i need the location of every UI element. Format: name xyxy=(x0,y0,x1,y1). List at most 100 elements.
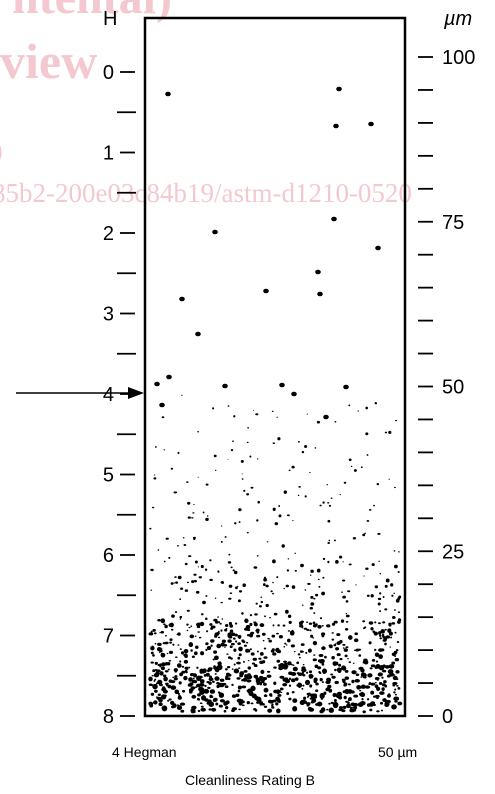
particle xyxy=(256,650,259,653)
particle xyxy=(278,514,282,518)
particle xyxy=(151,506,155,509)
particle xyxy=(158,702,163,707)
particle xyxy=(206,630,209,633)
particle xyxy=(243,489,246,492)
particle xyxy=(287,614,292,618)
particle xyxy=(374,648,377,652)
particle xyxy=(381,669,387,673)
particle xyxy=(359,700,366,706)
particle xyxy=(184,562,188,566)
particle xyxy=(379,634,382,637)
particle xyxy=(385,635,391,639)
particle xyxy=(166,652,169,655)
particle xyxy=(396,640,400,644)
particle xyxy=(202,511,205,514)
particle xyxy=(297,494,300,497)
particle xyxy=(247,634,250,637)
particle xyxy=(259,651,264,656)
particle xyxy=(250,685,256,692)
particle xyxy=(330,701,334,705)
particle xyxy=(159,402,165,408)
particle xyxy=(381,683,386,687)
particle xyxy=(219,678,225,682)
particle xyxy=(278,634,283,639)
particle xyxy=(157,693,161,696)
particle xyxy=(354,632,358,636)
particle xyxy=(374,665,378,670)
particle xyxy=(241,478,244,480)
particle xyxy=(301,687,304,690)
particle xyxy=(198,636,202,639)
particle xyxy=(309,629,312,632)
particle xyxy=(279,666,285,670)
particle xyxy=(168,679,173,683)
particle xyxy=(364,626,367,629)
particle xyxy=(236,661,239,664)
particle xyxy=(246,701,250,705)
particle xyxy=(192,536,196,540)
particle xyxy=(274,522,279,526)
particle xyxy=(161,416,165,419)
hegman-tick-label: 8 xyxy=(103,706,114,728)
particle xyxy=(195,331,201,337)
particle xyxy=(304,444,308,449)
particle xyxy=(268,639,272,643)
particle xyxy=(249,633,254,638)
particle xyxy=(273,689,278,694)
particle xyxy=(376,710,380,713)
particle xyxy=(294,569,297,572)
particle xyxy=(203,688,210,694)
particle xyxy=(230,657,233,660)
gauge-channel xyxy=(143,16,407,718)
particle xyxy=(258,678,262,681)
hegman-tick-label: 6 xyxy=(103,545,114,567)
particle xyxy=(155,446,157,448)
particle xyxy=(373,695,377,698)
particle xyxy=(177,451,180,454)
particle xyxy=(305,621,309,623)
particle xyxy=(365,406,368,410)
particle xyxy=(157,679,163,685)
particle xyxy=(253,708,257,711)
particle xyxy=(260,669,265,675)
particle xyxy=(205,648,208,652)
particle xyxy=(177,632,181,636)
particle xyxy=(286,569,290,572)
particle xyxy=(165,91,171,97)
particle xyxy=(149,527,152,530)
particle xyxy=(201,695,207,701)
particle xyxy=(172,676,175,678)
particle xyxy=(366,594,370,597)
particle xyxy=(320,632,326,636)
particle xyxy=(393,550,396,552)
particle xyxy=(217,664,223,671)
particle xyxy=(266,670,271,673)
particle xyxy=(212,658,215,661)
particle xyxy=(341,708,344,711)
particle xyxy=(334,668,337,672)
particle xyxy=(388,622,392,626)
particle xyxy=(370,594,374,598)
particle xyxy=(152,683,158,690)
particle xyxy=(345,600,349,603)
particle xyxy=(334,643,337,645)
particle xyxy=(164,635,167,637)
particle xyxy=(214,597,217,599)
particle xyxy=(181,665,185,668)
particle xyxy=(370,690,375,695)
particle xyxy=(309,693,313,697)
particle xyxy=(353,638,359,643)
particle xyxy=(371,659,376,662)
particle xyxy=(384,608,388,611)
particle xyxy=(222,682,227,686)
particle xyxy=(213,666,217,670)
particle xyxy=(209,623,213,626)
particle xyxy=(308,670,313,674)
particle xyxy=(247,660,250,662)
particle xyxy=(184,589,189,592)
particle xyxy=(193,503,195,506)
particle xyxy=(390,636,393,639)
particle xyxy=(331,216,337,222)
particle xyxy=(395,598,400,603)
particle xyxy=(204,684,207,688)
